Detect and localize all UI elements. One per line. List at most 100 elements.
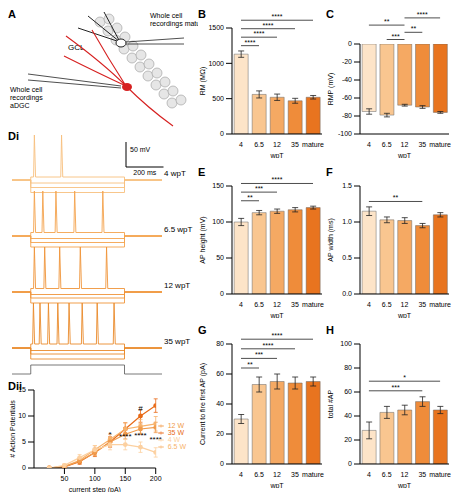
svg-text:****: **** xyxy=(149,435,161,444)
svg-text:12: 12 xyxy=(401,141,409,148)
svg-text:500: 500 xyxy=(212,95,224,102)
svg-text:200 ms: 200 ms xyxy=(133,169,156,176)
svg-text:total #AP: total #AP xyxy=(327,389,334,418)
svg-text:***: *** xyxy=(392,384,400,391)
svg-text:20: 20 xyxy=(344,436,352,443)
svg-text:0: 0 xyxy=(220,290,224,297)
svg-text:5: 5 xyxy=(22,438,26,445)
svg-text:****: **** xyxy=(254,30,265,37)
svg-text:12 wpT: 12 wpT xyxy=(164,281,190,290)
svg-text:****: **** xyxy=(263,342,274,349)
svg-text:40: 40 xyxy=(216,400,224,407)
svg-text:RM (MΩ): RM (MΩ) xyxy=(199,67,207,96)
svg-text:#: # xyxy=(138,404,143,413)
svg-text:4: 4 xyxy=(367,301,371,308)
svg-text:0.5: 0.5 xyxy=(342,254,352,261)
svg-text:recordings mature: recordings mature xyxy=(150,20,198,28)
svg-text:-20: -20 xyxy=(342,58,352,65)
svg-text:**: ** xyxy=(247,361,253,368)
svg-text:4: 4 xyxy=(239,301,243,308)
svg-text:200: 200 xyxy=(150,475,162,482)
svg-text:****: **** xyxy=(119,432,131,441)
svg-text:4 wpT: 4 wpT xyxy=(164,169,186,178)
svg-text:40: 40 xyxy=(344,412,352,419)
svg-text:-80: -80 xyxy=(342,112,352,119)
svg-text:20: 20 xyxy=(216,430,224,437)
svg-text:Current to fire first AP (pA): Current to fire first AP (pA) xyxy=(199,363,207,445)
svg-text:1.0: 1.0 xyxy=(342,218,352,225)
svg-text:mature: mature xyxy=(429,301,451,308)
svg-text:12: 12 xyxy=(273,471,281,478)
svg-text:35: 35 xyxy=(418,471,426,478)
svg-text:Whole cell: Whole cell xyxy=(150,12,183,19)
svg-text:35 wpT: 35 wpT xyxy=(164,337,190,346)
svg-text:mature: mature xyxy=(302,141,324,148)
svg-text:aDGC: aDGC xyxy=(10,102,29,109)
svg-text:1500: 1500 xyxy=(208,24,224,31)
svg-text:50: 50 xyxy=(216,254,224,261)
svg-text:0: 0 xyxy=(348,460,352,467)
svg-text:35: 35 xyxy=(291,471,299,478)
svg-text:4: 4 xyxy=(367,471,371,478)
svg-text:4: 4 xyxy=(239,141,243,148)
svg-text:***: *** xyxy=(392,33,400,40)
svg-text:35: 35 xyxy=(291,141,299,148)
svg-text:150: 150 xyxy=(212,182,224,189)
svg-text:**: ** xyxy=(411,25,417,32)
svg-text:****: **** xyxy=(417,11,428,18)
svg-text:wpT: wpT xyxy=(397,152,412,158)
svg-text:**: ** xyxy=(384,18,390,25)
svg-text:80: 80 xyxy=(344,364,352,371)
svg-text:50 mV: 50 mV xyxy=(130,146,151,153)
svg-text:12: 12 xyxy=(401,471,409,478)
svg-text:6.5: 6.5 xyxy=(382,471,392,478)
svg-text:6.5: 6.5 xyxy=(382,301,392,308)
svg-text:35: 35 xyxy=(291,301,299,308)
svg-text:*: * xyxy=(109,430,112,439)
svg-text:100: 100 xyxy=(212,218,224,225)
svg-text:1.5: 1.5 xyxy=(342,182,352,189)
svg-text:****: **** xyxy=(263,22,274,29)
svg-text:4: 4 xyxy=(367,141,371,148)
svg-text:recordings: recordings xyxy=(10,94,43,102)
svg-text:RMP (mV): RMP (mV) xyxy=(327,73,335,106)
svg-text:mature: mature xyxy=(429,141,451,148)
svg-text:current step (pA): current step (pA) xyxy=(69,486,121,492)
svg-text:**: ** xyxy=(247,194,253,201)
svg-text:12: 12 xyxy=(273,141,281,148)
svg-text:mature: mature xyxy=(302,471,324,478)
svg-text:****: **** xyxy=(272,176,283,183)
svg-text:****: **** xyxy=(134,431,146,440)
svg-text:wpT: wpT xyxy=(397,312,412,318)
svg-text:wpT: wpT xyxy=(269,482,284,488)
svg-text:****: **** xyxy=(272,332,283,339)
svg-text:6.5: 6.5 xyxy=(254,141,264,148)
svg-text:***: *** xyxy=(255,351,263,358)
svg-text:60: 60 xyxy=(344,388,352,395)
svg-text:100: 100 xyxy=(340,340,352,347)
svg-text:0.0: 0.0 xyxy=(342,290,352,297)
svg-text:100: 100 xyxy=(89,475,101,482)
svg-text:35: 35 xyxy=(418,141,426,148)
svg-text:***: *** xyxy=(255,185,263,192)
svg-text:**: ** xyxy=(393,194,399,201)
svg-text:150: 150 xyxy=(119,475,131,482)
svg-text:****: **** xyxy=(245,39,256,46)
svg-text:10: 10 xyxy=(18,412,26,419)
svg-text:AP height (mV): AP height (mV) xyxy=(199,216,207,263)
svg-text:12: 12 xyxy=(273,301,281,308)
svg-text:0: 0 xyxy=(348,40,352,47)
svg-text:wpT: wpT xyxy=(269,152,284,158)
svg-text:Whole cell: Whole cell xyxy=(10,86,43,93)
svg-text:****: **** xyxy=(272,13,283,20)
svg-text:1000: 1000 xyxy=(208,60,224,67)
svg-text:-60: -60 xyxy=(342,94,352,101)
svg-text:50: 50 xyxy=(61,475,69,482)
svg-text:80: 80 xyxy=(216,340,224,347)
svg-text:mature: mature xyxy=(429,471,451,478)
svg-text:0: 0 xyxy=(22,464,26,471)
svg-text:*: * xyxy=(403,374,406,381)
svg-text:wpT: wpT xyxy=(269,312,284,318)
svg-text:-100: -100 xyxy=(338,130,352,137)
svg-text:# Action Potentials: # Action Potentials xyxy=(9,400,16,458)
